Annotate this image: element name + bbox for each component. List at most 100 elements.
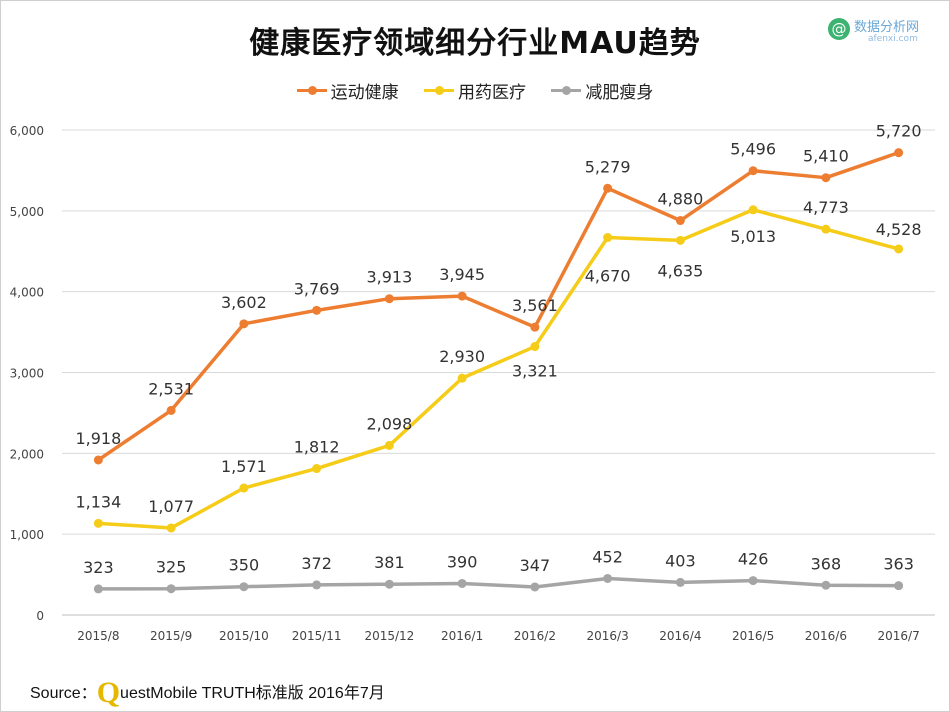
data-point [312, 305, 322, 315]
data-label: 381 [374, 553, 405, 572]
data-point [675, 235, 685, 245]
data-point [239, 483, 249, 493]
legend-label: 减肥瘦身 [585, 83, 654, 103]
data-label: 5,279 [585, 157, 631, 176]
data-label: 2,531 [148, 379, 194, 398]
data-label: 1,134 [75, 492, 121, 511]
x-tick-label: 2016/3 [587, 629, 629, 643]
chart-title: 健康医疗领域细分行业MAU趋势 [249, 26, 701, 61]
data-label: 3,945 [439, 265, 485, 284]
legend-item-series-2: 用药医疗 [424, 78, 526, 103]
data-label: 426 [738, 550, 769, 569]
data-label: 347 [520, 556, 551, 575]
legend-label: 运动健康 [330, 83, 399, 103]
data-point [748, 205, 758, 215]
y-tick-label: 2,000 [10, 447, 44, 461]
data-point [894, 148, 904, 158]
data-point [384, 294, 394, 304]
y-tick-label: 0 [36, 609, 44, 623]
data-point [821, 224, 831, 234]
data-point [603, 183, 613, 193]
data-label: 1,918 [75, 429, 121, 448]
data-point [603, 233, 613, 243]
data-point [384, 579, 394, 589]
data-label: 1,077 [148, 497, 194, 516]
legend-swatch-series-1 [296, 86, 327, 95]
data-label: 3,602 [221, 293, 267, 312]
data-label: 5,720 [876, 122, 922, 141]
data-label: 1,812 [294, 438, 340, 457]
source-note: Source：QuestMobile TRUTH标准版 2016年7月 [30, 676, 385, 710]
chart-legend: 运动健康 用药医疗 减肥瘦身 [0, 78, 950, 103]
legend-item-series-1: 运动健康 [296, 78, 399, 103]
data-point [166, 584, 176, 594]
y-tick-label: 6,000 [10, 124, 44, 138]
x-tick-label: 2015/11 [292, 629, 342, 643]
data-label: 3,913 [366, 268, 412, 287]
data-point [93, 518, 103, 528]
legend-label: 用药医疗 [458, 83, 526, 103]
x-tick-label: 2015/10 [219, 629, 269, 643]
data-label: 3,561 [512, 296, 558, 315]
data-label: 363 [883, 555, 914, 574]
x-tick-label: 2016/2 [514, 629, 556, 643]
data-point [894, 581, 904, 591]
data-label: 4,635 [657, 261, 703, 280]
legend-swatch-series-3 [551, 86, 582, 95]
data-point [748, 166, 758, 176]
data-point [457, 291, 467, 301]
data-point [384, 440, 394, 450]
data-label: 1,571 [221, 457, 267, 476]
data-point [748, 576, 758, 586]
data-label: 3,321 [512, 362, 558, 381]
data-label: 2,098 [366, 414, 412, 433]
data-label: 368 [811, 554, 842, 573]
x-tick-label: 2015/12 [364, 629, 414, 643]
data-label: 5,410 [803, 147, 849, 166]
x-tick-label: 2016/4 [659, 629, 701, 643]
data-point [530, 322, 540, 332]
y-tick-label: 3,000 [10, 367, 44, 381]
x-tick-label: 2016/1 [441, 629, 483, 643]
legend-item-series-3: 减肥瘦身 [551, 78, 653, 103]
series-line-1 [97, 150, 900, 462]
data-label: 4,880 [657, 190, 703, 209]
data-label: 403 [665, 551, 696, 570]
data-point [166, 405, 176, 415]
data-point [894, 244, 904, 254]
data-label: 3,769 [294, 279, 340, 298]
data-point [239, 319, 249, 329]
data-point [457, 373, 467, 383]
legend-swatch-series-2 [424, 86, 454, 95]
data-point [312, 580, 322, 590]
at-sign-icon: @ [828, 18, 850, 40]
data-label: 5,013 [730, 227, 776, 246]
data-point [93, 584, 103, 594]
series-line-2 [98, 208, 900, 530]
data-label: 5,496 [730, 140, 776, 159]
data-point [93, 455, 103, 465]
data-label: 323 [83, 558, 114, 577]
data-point [821, 580, 831, 590]
data-label: 325 [156, 558, 187, 577]
y-tick-label: 1,000 [10, 528, 44, 542]
data-point [239, 582, 249, 592]
data-label: 350 [229, 556, 260, 575]
data-label: 4,670 [585, 267, 631, 286]
data-label: 4,773 [803, 198, 849, 217]
data-point [530, 342, 540, 352]
data-label: 372 [301, 554, 332, 573]
watermark-url: afenxi.com [868, 34, 918, 44]
x-tick-label: 2016/7 [878, 629, 920, 643]
data-point [312, 464, 322, 474]
y-tick-label: 4,000 [10, 286, 44, 300]
source-text: uestMobile TRUTH标准版 2016年7月 [120, 685, 385, 702]
data-point [530, 582, 540, 592]
x-tick-label: 2015/8 [77, 629, 119, 643]
x-tick-label: 2016/6 [805, 629, 847, 643]
data-point [603, 573, 613, 583]
x-tick-label: 2016/5 [732, 629, 774, 643]
data-point [166, 523, 176, 533]
y-tick-label: 5,000 [10, 205, 44, 219]
